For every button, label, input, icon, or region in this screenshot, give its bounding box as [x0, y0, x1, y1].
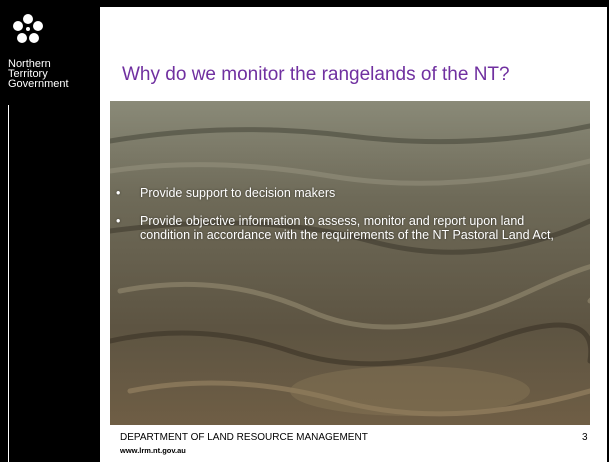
photo — [110, 101, 590, 425]
top-bar — [0, 0, 609, 7]
slide: Northern Territory Government Why do we … — [0, 0, 609, 462]
logo — [10, 12, 46, 48]
bullet: Provide support to decision makers — [116, 186, 576, 200]
bullet-list: Provide support to decision makers Provi… — [116, 186, 576, 256]
footer-department: DEPARTMENT OF LAND RESOURCE MANAGEMENT — [120, 432, 368, 443]
logo-text: Northern Territory Government — [8, 59, 69, 89]
logo-line: Government — [8, 79, 69, 89]
bullet: Provide objective information to assess,… — [116, 214, 576, 242]
divider — [8, 105, 9, 462]
page-number: 3 — [582, 432, 588, 443]
footer-url: www.lrm.nt.gov.au — [120, 446, 186, 455]
slide-title: Why do we monitor the rangelands of the … — [122, 64, 510, 86]
